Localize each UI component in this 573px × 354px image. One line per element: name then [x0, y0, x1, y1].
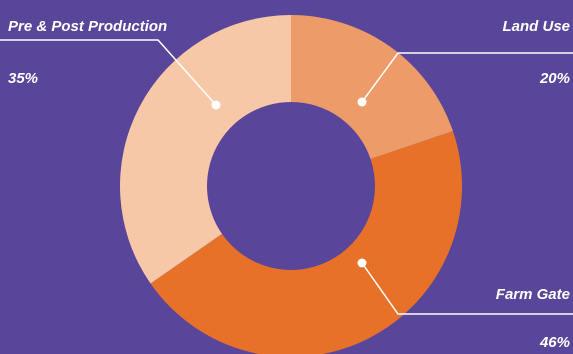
label-pre-post-production-name: Pre & Post Production [8, 18, 168, 35]
slice-pre-post-production [119, 15, 291, 284]
label-farm-gate-name: Farm Gate [495, 286, 570, 303]
leader-line-land-use [361, 52, 573, 103]
label-farm-gate-value: 46% [539, 334, 570, 351]
leader-line-pre-post-production [0, 39, 217, 106]
slice-farm-gate [150, 131, 462, 354]
leader-dot-pre-post-production [211, 100, 221, 110]
leader-line-group [0, 39, 573, 315]
label-land-use-value: 20% [539, 70, 570, 87]
label-pre-post-production-value: 35% [8, 70, 39, 87]
slice-group [119, 15, 462, 354]
leader-dot-farm-gate [357, 258, 367, 268]
label-land-use-name: Land Use [502, 18, 570, 35]
leader-dot-land-use [357, 97, 367, 107]
leader-line-farm-gate [361, 262, 573, 315]
slice-land-use [291, 15, 453, 160]
